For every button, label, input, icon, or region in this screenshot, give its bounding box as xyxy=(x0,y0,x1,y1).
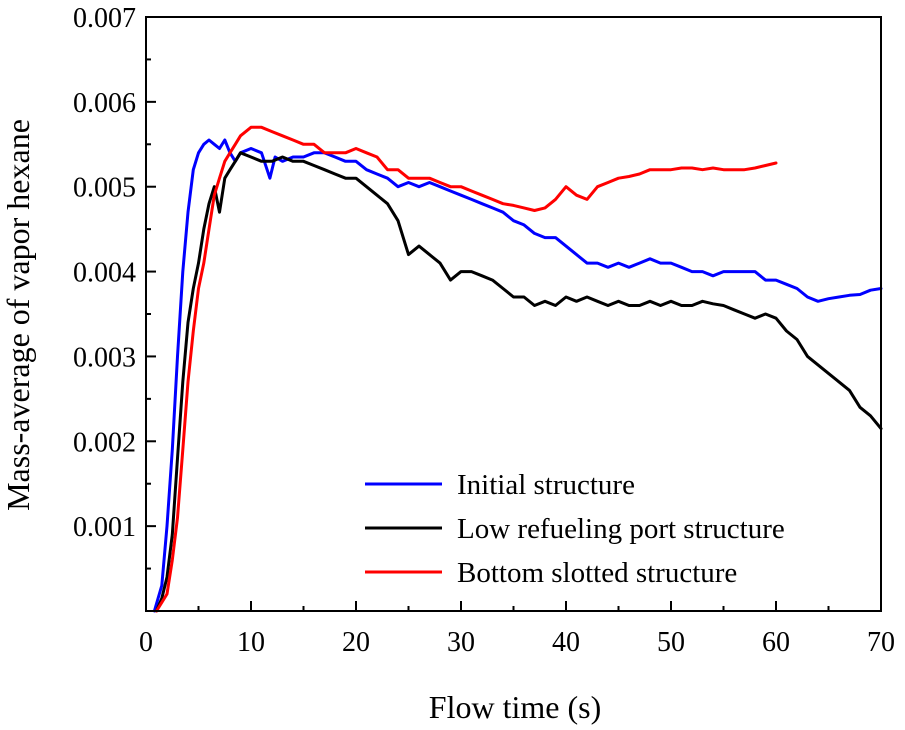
y-tick-label: 0.005 xyxy=(73,173,136,204)
y-tick-label: 0.003 xyxy=(73,342,136,373)
series-line-3 xyxy=(155,125,778,613)
x-tick-label: 70 xyxy=(867,627,895,658)
y-tick-label: 0.001 xyxy=(73,512,136,543)
series-line-2 xyxy=(155,151,883,613)
plot-area xyxy=(152,125,883,613)
y-tick-label: 0.006 xyxy=(73,88,136,119)
x-tick-label: 50 xyxy=(657,627,685,658)
y-tick-label: 0.002 xyxy=(73,427,136,458)
series-line-1 xyxy=(152,138,883,613)
x-tick-label: 20 xyxy=(342,627,370,658)
legend: Initial structure Low refueling port stru… xyxy=(365,469,785,589)
x-tick-label: 10 xyxy=(237,627,265,658)
y-axis-title: Mass-average of vapor hexane xyxy=(0,119,36,511)
y-tick-label: 0.007 xyxy=(73,3,136,34)
legend-label-2: Low refueling port structure xyxy=(457,513,785,545)
legend-label-3: Bottom slotted structure xyxy=(457,557,737,589)
x-tick-label: 40 xyxy=(552,627,580,658)
x-tick-label: 0 xyxy=(139,627,153,658)
x-axis-title: Flow time (s) xyxy=(429,689,601,725)
y-tick-label: 0.004 xyxy=(73,258,136,289)
x-tick-label: 60 xyxy=(762,627,790,658)
legend-label-1: Initial structure xyxy=(457,469,635,501)
x-tick-label: 30 xyxy=(447,627,475,658)
axes: 0 10 20 30 40 50 60 70 0.001 0.002 0.003 0.004 0.005… xyxy=(73,3,895,658)
